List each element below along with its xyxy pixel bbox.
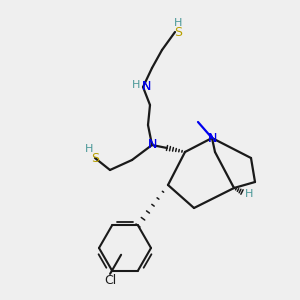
Text: N: N — [141, 80, 151, 94]
Text: H: H — [245, 189, 253, 199]
Text: S: S — [174, 26, 182, 40]
Text: S: S — [91, 152, 99, 166]
Text: H: H — [174, 18, 182, 28]
Text: N: N — [207, 131, 217, 145]
Text: H: H — [85, 144, 93, 154]
Text: H: H — [132, 80, 140, 90]
Text: N: N — [147, 139, 157, 152]
Text: N: N — [207, 131, 217, 145]
Text: Cl: Cl — [104, 274, 116, 287]
Text: N: N — [147, 139, 157, 152]
Text: N: N — [141, 80, 151, 94]
